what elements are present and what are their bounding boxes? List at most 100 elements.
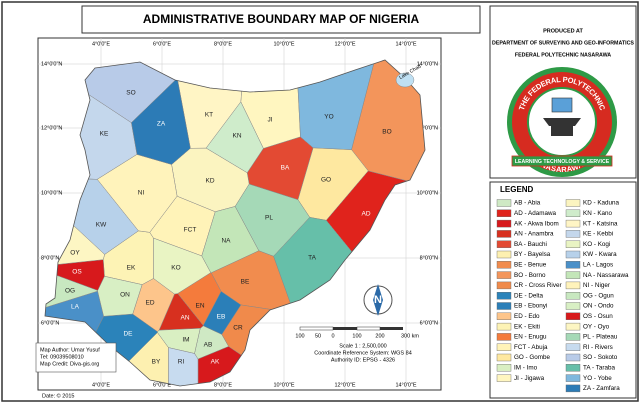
author-box	[35, 342, 117, 373]
legend-label: LA - Lagos	[583, 261, 613, 268]
state-label: KD	[205, 178, 214, 185]
legend-swatch	[496, 322, 512, 331]
state-label: JI	[267, 117, 272, 124]
legend-label: OG - Ogun	[583, 292, 614, 299]
legend-label: AN - Anambra	[514, 231, 554, 238]
legend-swatch	[565, 302, 581, 310]
state-label: YO	[324, 114, 333, 121]
scale-label: 100	[352, 333, 361, 339]
legend-swatch	[496, 281, 512, 290]
state-label: EN	[195, 303, 204, 310]
legend-label: CR - Cross River	[514, 282, 562, 289]
state-label: AN	[180, 315, 189, 322]
lake	[395, 72, 415, 88]
latitude-label: 8°0'0"N	[41, 255, 59, 261]
legend-swatch	[496, 302, 512, 310]
legend-swatch	[496, 271, 512, 279]
legend-label: EB - Ebonyi	[514, 303, 547, 310]
state-label: KE	[100, 131, 109, 138]
scale-label: 200	[375, 333, 384, 339]
legend-swatch	[565, 384, 581, 393]
state-label: ED	[145, 300, 154, 307]
legend-swatch	[565, 322, 581, 331]
state	[131, 77, 191, 165]
author-name: Map Author: Umar Yusuf	[40, 347, 100, 353]
latitude-label: 8°0'0"N	[420, 255, 438, 261]
legend-label: FCT - Abuja	[514, 344, 548, 351]
state-label: ZA	[157, 121, 166, 128]
legend-label: NI - Niger	[583, 282, 610, 289]
state-label: AD	[361, 211, 370, 218]
legend-label: SO - Sokoto	[583, 354, 618, 361]
legend-swatch	[565, 261, 581, 269]
logo: THE FEDERAL POLYTECHNIC NASARAWA LEARNIN…	[507, 67, 617, 177]
legend-label: ON - Ondo	[583, 303, 614, 310]
longitude-label: 10°0'0"E	[273, 382, 294, 388]
scale-segment	[356, 326, 381, 331]
legend-label: KE - Kebbi	[583, 231, 613, 238]
longitude-label: 14°0'0"E	[395, 41, 416, 47]
legend-swatch	[496, 364, 512, 372]
legend-swatch	[496, 240, 512, 248]
longitude-label: 6°0'0"E	[153, 382, 171, 388]
legend-swatch	[496, 292, 512, 300]
state-label: EB	[217, 314, 226, 321]
producer-heading: PRODUCED AT	[543, 28, 583, 34]
logo-book	[551, 97, 573, 113]
state-label: DE	[123, 331, 133, 338]
legend-swatch	[496, 343, 512, 351]
legend-label: TA - Taraba	[583, 364, 615, 371]
state-labels: AB AD AK AN BA BY BE BO CR DE EB ED EK EN FCT GO IM JI KD K…	[65, 90, 392, 366]
legend-label: KN - Kano	[583, 210, 613, 217]
legend-label: PL - Plateau	[583, 334, 618, 341]
legend-swatch	[565, 343, 581, 351]
legend-label: BE - Benue	[514, 261, 547, 268]
longitude-label: 6°0'0"E	[153, 41, 171, 47]
legend-swatch	[496, 219, 512, 228]
scale-label: 50	[315, 333, 321, 339]
state-label: BO	[382, 129, 391, 136]
legend-title: LEGEND	[500, 185, 534, 194]
logo-anvil	[543, 118, 581, 136]
author-credit: Map Credit: Diva-gis.org	[40, 361, 99, 367]
state-label: LA	[71, 304, 80, 311]
legend-label: NA - Nassarawa	[583, 272, 629, 279]
legend-swatch	[496, 209, 512, 218]
scale-bar	[299, 326, 403, 331]
legend-label: AB - Abia	[514, 200, 541, 207]
state-label: OY	[70, 250, 80, 257]
legend-label: KD - Kaduna	[583, 200, 620, 207]
legend-label: JI - Jigawa	[514, 375, 545, 382]
state-label: OG	[65, 288, 75, 295]
state-label: RI	[178, 359, 185, 366]
north-arrow	[373, 284, 383, 316]
state-label: ON	[120, 292, 130, 299]
longitude-label: 8°0'0"E	[214, 41, 232, 47]
latitude-label: 10°0'0"N	[417, 190, 438, 196]
legend-label: BY - Bayelsa	[514, 251, 551, 258]
legend-label: BA - Bauchi	[514, 241, 547, 248]
state	[294, 60, 383, 150]
state-label: GO	[321, 177, 331, 184]
state-label: AB	[204, 342, 213, 349]
legend-label: EN - Enugu	[514, 334, 547, 341]
state-label: OS	[72, 269, 82, 276]
state-label: BE	[241, 279, 250, 286]
legend-label: KT - Katsina	[583, 220, 618, 227]
crs-text: Coordinate Reference System: WGS 84	[314, 350, 412, 356]
longitude-label: 12°0'0"E	[334, 382, 355, 388]
legend-label: ED - Edo	[514, 313, 540, 320]
scale-labels: 100 50 0 100 200 300 km	[295, 333, 419, 339]
state-label: FCT	[184, 227, 197, 234]
longitude-label: 4°0'0"E	[92, 41, 110, 47]
legend-swatch	[496, 312, 512, 320]
legend-box	[489, 181, 637, 399]
legend: AB - Abia AD - Adamawa AK - Akwa Ibom AN - …	[496, 199, 629, 393]
state-label: TA	[308, 255, 316, 262]
longitude-label: 10°0'0"E	[273, 41, 294, 47]
longitude-label: 12°0'0"E	[334, 41, 355, 47]
legend-label: OS - Osun	[583, 313, 613, 320]
state-label: NI	[138, 190, 145, 197]
latitude-label: 10°0'0"N	[41, 190, 62, 196]
scale-text: Scale 1 : 2,500,000	[339, 343, 386, 349]
